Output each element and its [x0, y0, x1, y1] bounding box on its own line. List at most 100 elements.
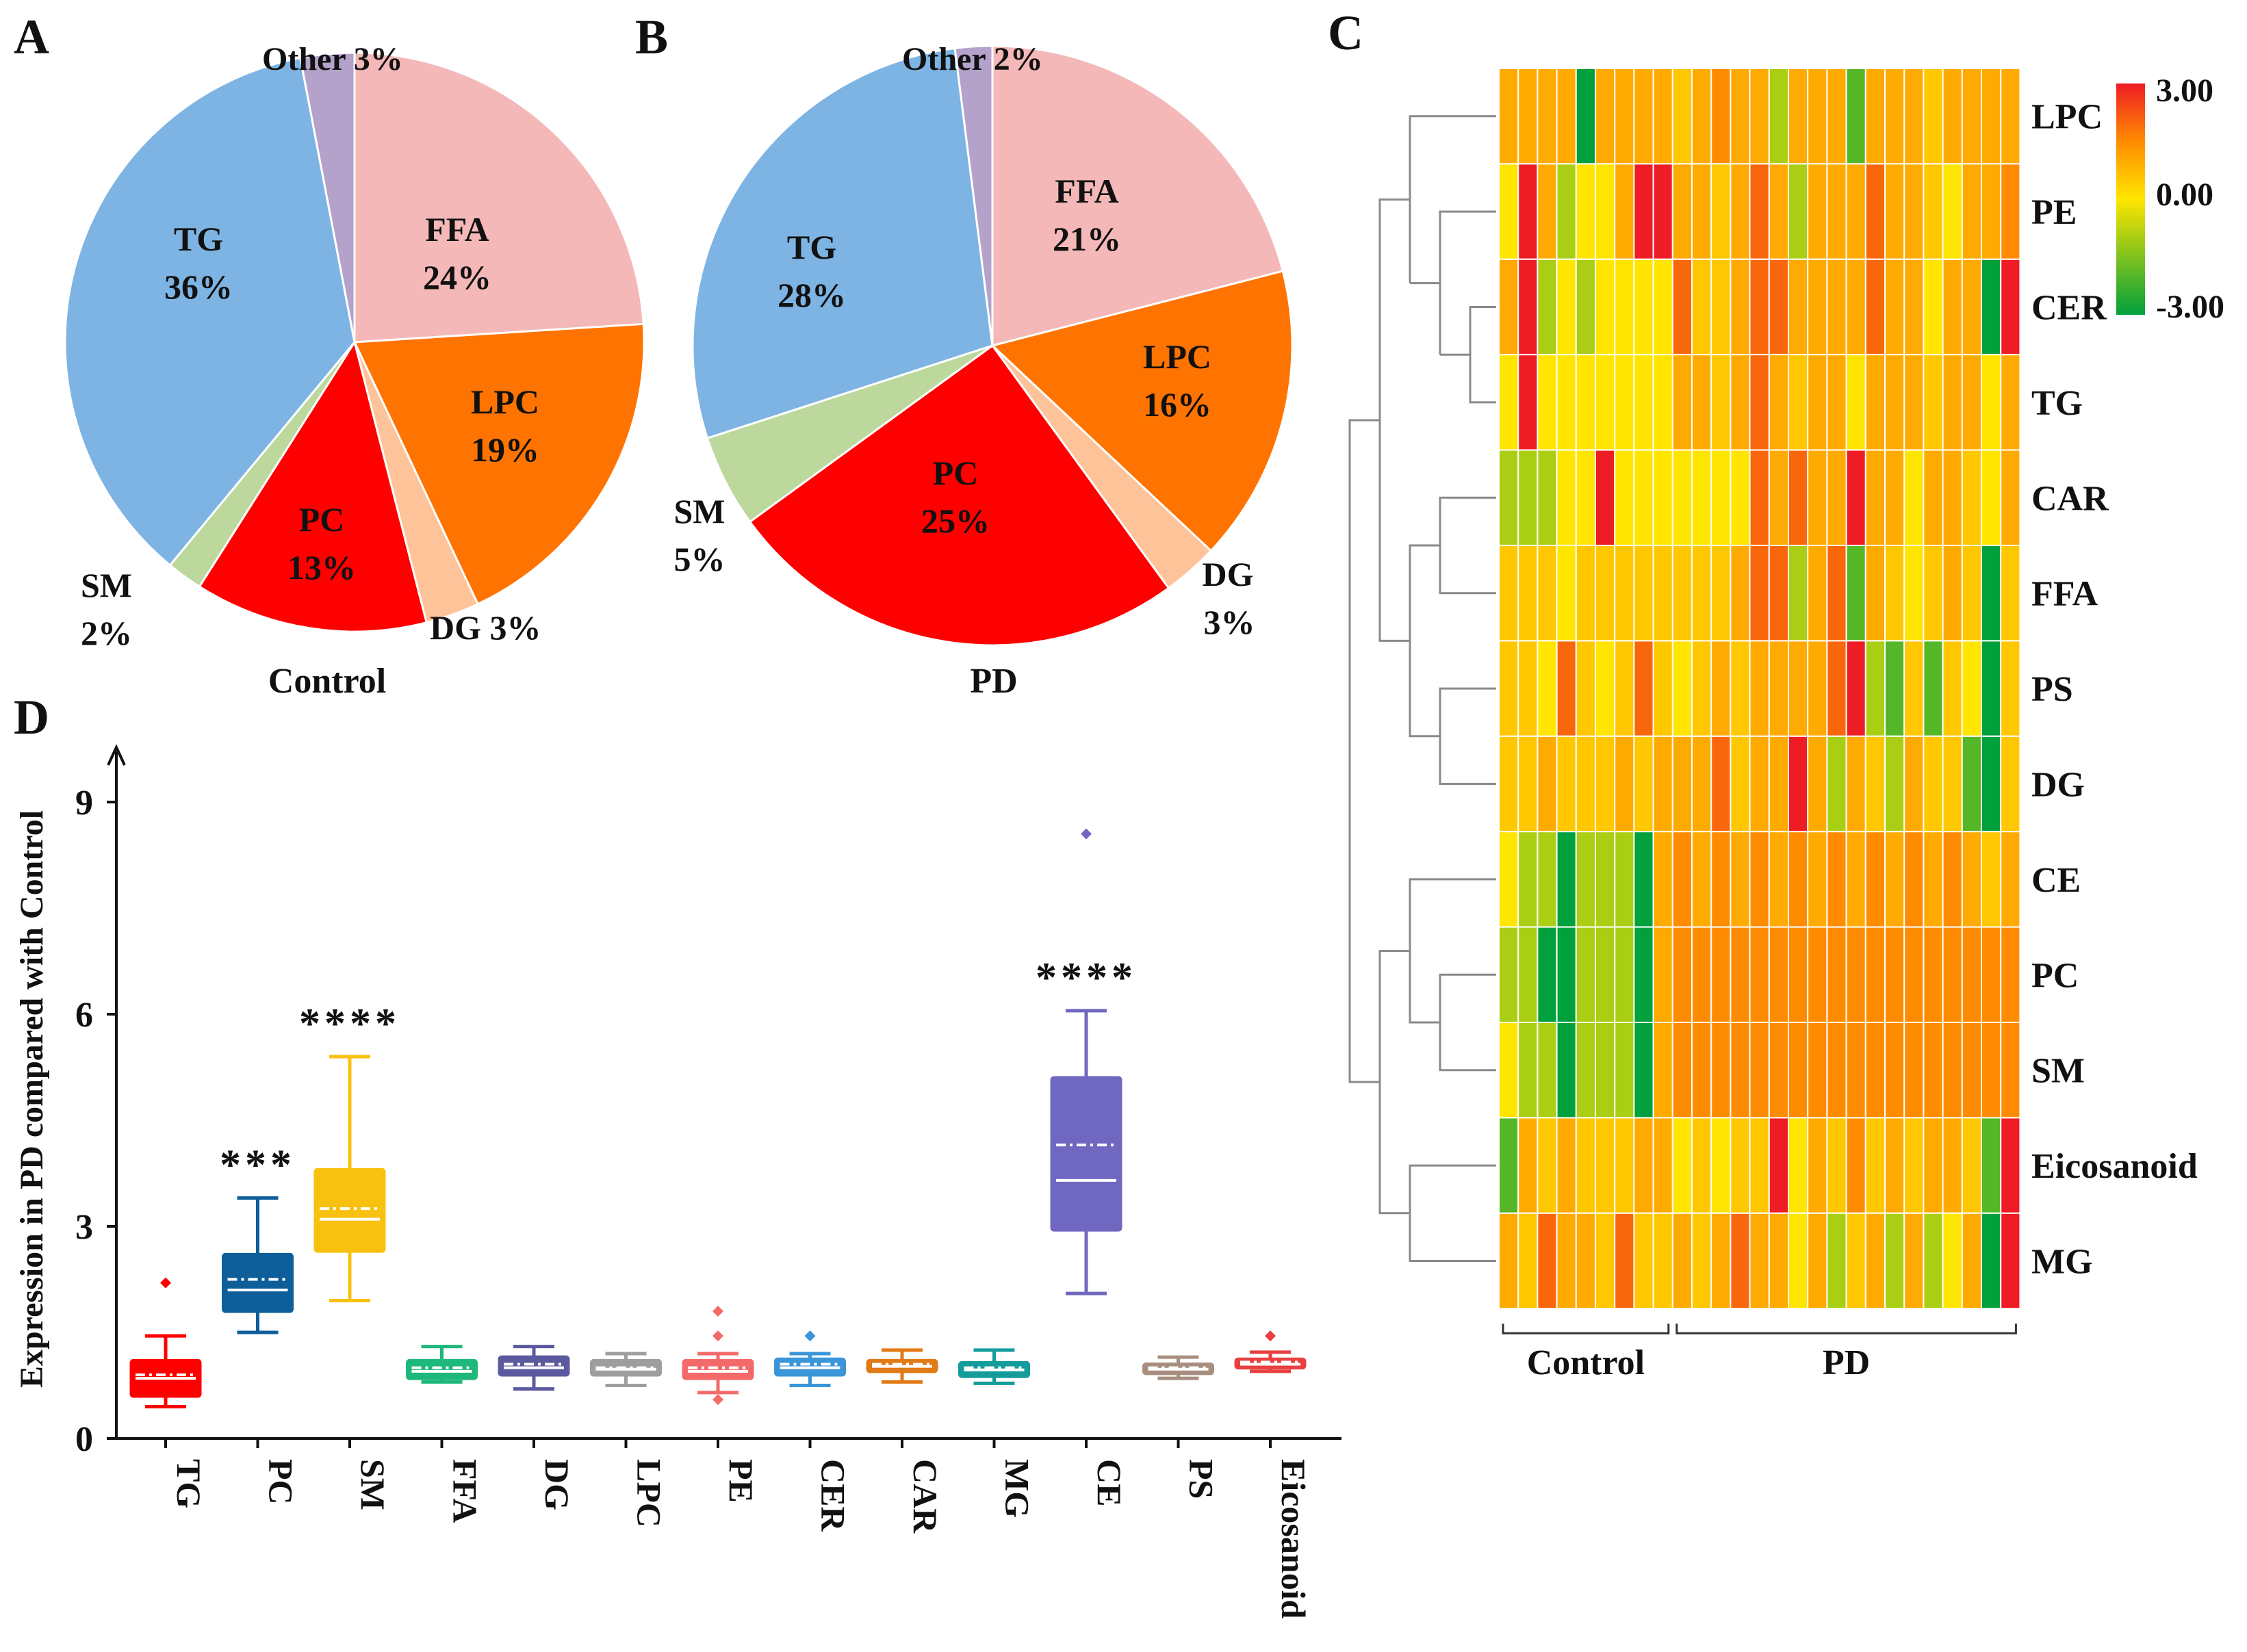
pie-pd-label-sm: SM: [674, 492, 726, 530]
heatmap-cell: [1517, 640, 1539, 737]
heatmap-cell: [1575, 926, 1597, 1023]
heatmap-cell: [1749, 640, 1770, 737]
heatmap-cell: [1556, 926, 1577, 1023]
heatmap-cell: [1671, 545, 1693, 642]
heatmap-cell: [1652, 354, 1673, 451]
pie-pd-label-other: Other 2%: [902, 41, 1043, 77]
heatmap-cell: [1788, 1117, 1809, 1214]
y-tick-label: 0: [75, 1420, 93, 1459]
heatmap-cell: [1768, 735, 1790, 833]
heatmap-group-bracket: [1502, 1324, 1670, 1334]
y-axis-arrow: [107, 744, 126, 766]
heatmap-cell: [1981, 640, 2002, 737]
x-tick-label: PE: [722, 1459, 760, 1503]
heatmap-cell: [1845, 68, 1866, 165]
heatmap-cell: [1517, 163, 1539, 260]
heatmap-cell: [1884, 926, 1905, 1023]
heatmap-cell: [1845, 1212, 1866, 1310]
heatmap-cell: [1633, 926, 1654, 1023]
heatmap-cell: [2000, 735, 2021, 833]
heatmap-group-brackets: Control PD: [1502, 1324, 2017, 1382]
heatmap-cell: [1749, 449, 1770, 546]
heatmap-cell: [1923, 354, 1944, 451]
heatmap-cell: [1575, 545, 1597, 642]
heatmap-cell: [1788, 1022, 1809, 1119]
heatmap-cell: [1923, 926, 1944, 1023]
heatmap-cell: [1864, 831, 1886, 928]
heatmap-cell: [1671, 354, 1693, 451]
heatmap-cell: [1749, 1117, 1770, 1214]
heatmap-cell: [1788, 831, 1809, 928]
pie-control-title: Control: [268, 662, 386, 701]
x-tick-label: MG: [999, 1459, 1037, 1518]
heatmap-cell: [1749, 831, 1770, 928]
heatmap-cell: [1537, 68, 1558, 165]
heatmap-cell: [1768, 1212, 1790, 1310]
panel-label-c: C: [1328, 5, 1363, 60]
heatmap-cell: [1923, 545, 1944, 642]
heatmap-cell: [1691, 258, 1712, 356]
heatmap-cell: [1595, 68, 1616, 165]
heatmap-cell: [1903, 68, 1925, 165]
heatmap-cell: [1961, 1022, 1983, 1119]
heatmap-cell: [1845, 735, 1866, 833]
pie-slice-other: [953, 44, 994, 346]
heatmap-cell: [1749, 354, 1770, 451]
colorbar-tick-label: 3.00: [2156, 73, 2213, 109]
heatmap-cell: [1614, 163, 1635, 260]
heatmap-cell: [1942, 449, 1963, 546]
heatmap-cell: [1749, 735, 1770, 833]
heatmap-cell: [1923, 163, 1944, 260]
heatmap-cell: [1903, 163, 1925, 260]
pie-pd-label-ffa: FFA: [1055, 172, 1118, 210]
y-tick-label: 6: [75, 996, 93, 1035]
pie-control-label-lpc: LPC: [471, 383, 539, 421]
heatmap-cell: [1498, 449, 1519, 546]
x-tick-label: PS: [1183, 1459, 1221, 1499]
pie-pd-label-ffa-pct: 21%: [1053, 220, 1121, 258]
heatmap-cell: [1537, 1117, 1558, 1214]
pie-control-label-tg: TG: [174, 220, 223, 258]
heatmap-cell: [2000, 1022, 2021, 1119]
pie-pd-label-tg-pct: 28%: [778, 276, 846, 314]
box-ffa: FFA: [406, 1345, 485, 1523]
heatmap-cell: [1845, 1117, 1866, 1214]
heatmap-cell: [1556, 831, 1577, 928]
pie-control-label-ffa-pct: 24%: [423, 258, 491, 296]
dendrogram-branch: [1439, 496, 1496, 595]
heatmap-cell: [1942, 1022, 1963, 1119]
x-tick-label: CER: [814, 1459, 853, 1532]
heatmap-cell: [1595, 258, 1616, 356]
heatmap-cell: [1498, 1212, 1519, 1310]
heatmap-cell: [1826, 545, 1847, 642]
heatmap-cell: [1768, 1117, 1790, 1214]
box-lpc: LPC: [590, 1352, 669, 1527]
dendrogram-branch: [1439, 210, 1496, 355]
heatmap-cell: [1537, 449, 1558, 546]
heatmap-group-label: PD: [1823, 1343, 1870, 1382]
heatmap-cell: [1537, 1022, 1558, 1119]
heatmap-cell: [1671, 163, 1693, 260]
x-tick-label: PC: [262, 1459, 300, 1505]
box-outlier: [160, 1277, 171, 1289]
box-car: CAR: [866, 1348, 945, 1534]
pie-pd-label-pc-pct: 25%: [921, 502, 990, 540]
heatmap-cell: [1923, 68, 1944, 165]
heatmap: [1498, 68, 2021, 1310]
heatmap-cell: [1749, 68, 1770, 165]
heatmap-cell: [1671, 68, 1693, 165]
heatmap-cell: [1942, 258, 1963, 356]
heatmap-cell: [1788, 163, 1809, 260]
heatmap-cell: [1961, 640, 1983, 737]
heatmap-row-label: CE: [2031, 861, 2081, 900]
heatmap-cell: [1942, 163, 1963, 260]
heatmap-cell: [1942, 1212, 1963, 1310]
heatmap-cell: [1749, 545, 1770, 642]
heatmap-cell: [1788, 68, 1809, 165]
heatmap-cell: [1730, 545, 1751, 642]
heatmap-cell: [1595, 163, 1616, 260]
heatmap-cell: [1864, 68, 1886, 165]
heatmap-cell: [1614, 258, 1635, 356]
heatmap-cell: [1537, 163, 1558, 260]
heatmap-cell: [1498, 640, 1519, 737]
